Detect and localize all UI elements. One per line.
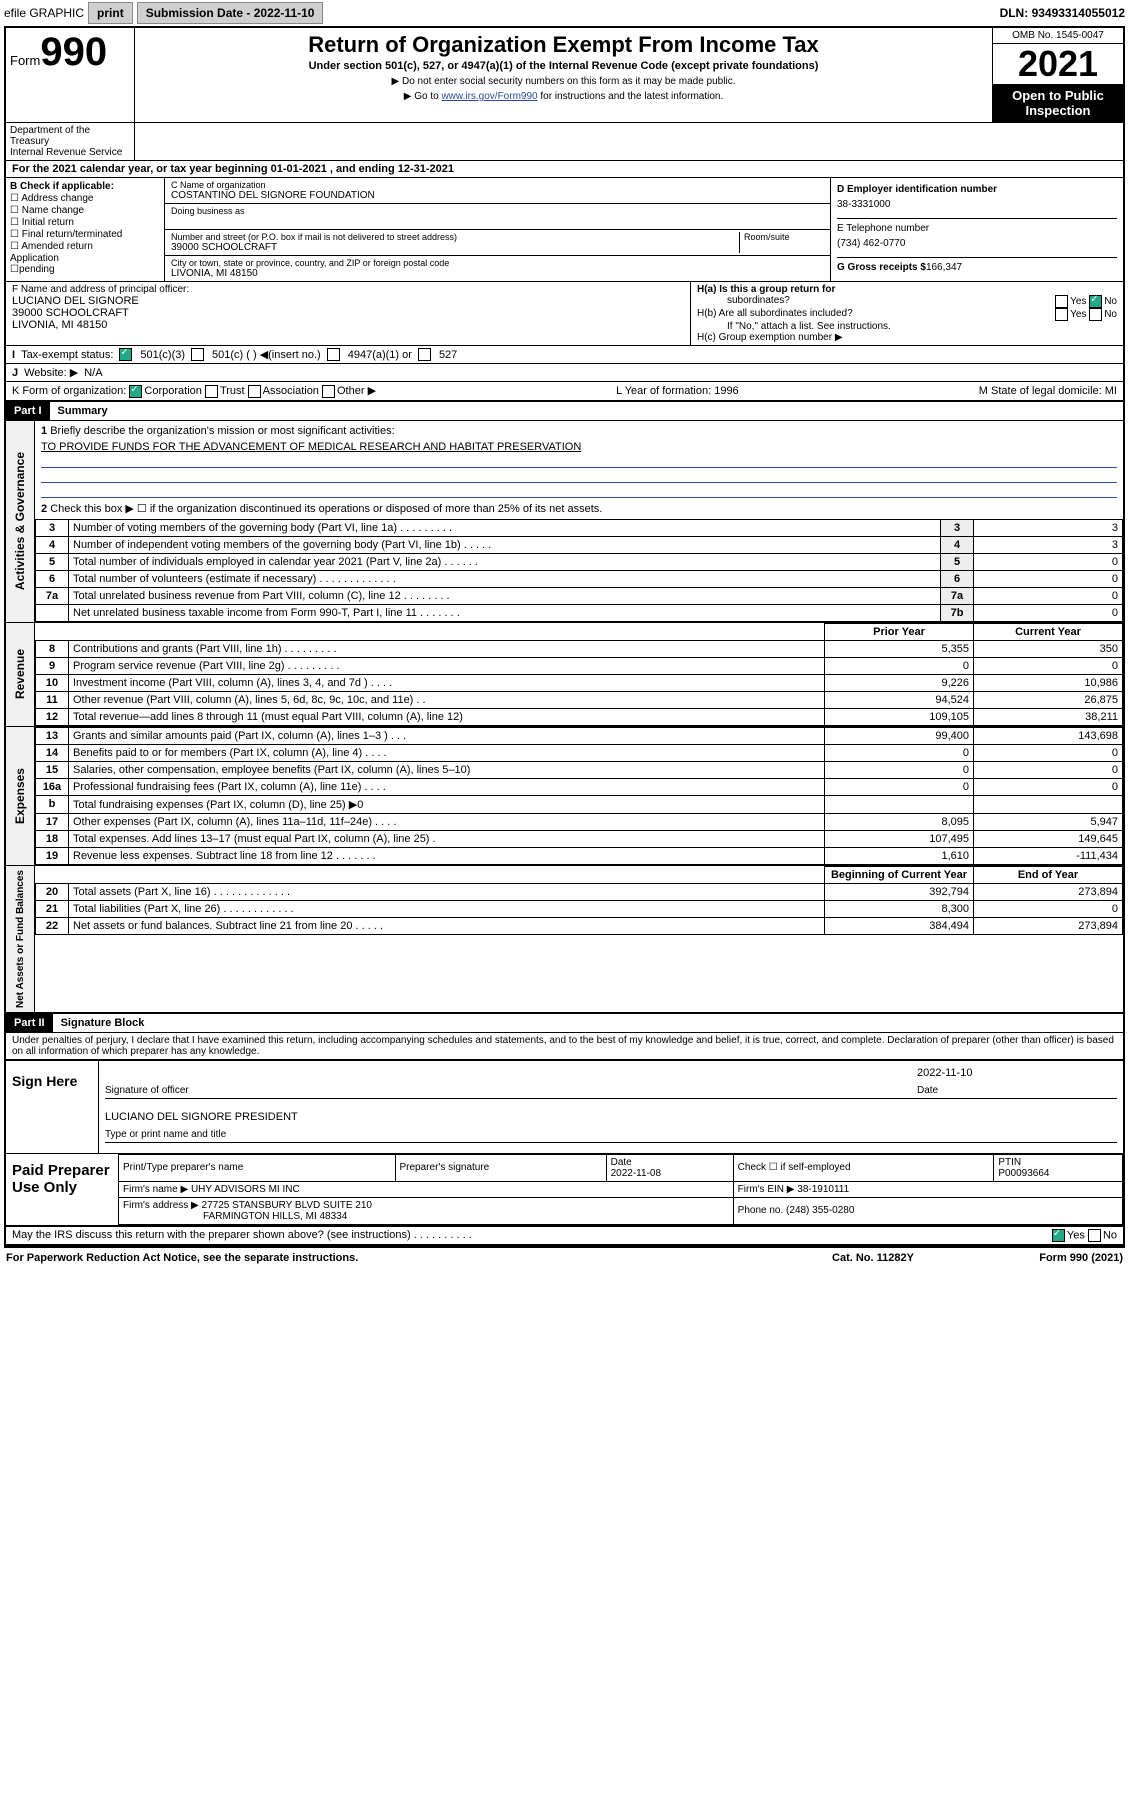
box-b: B Check if applicable: ☐ Address change … xyxy=(6,178,165,281)
501c3-checkbox[interactable] xyxy=(119,348,132,361)
revenue-table: Prior YearCurrent Year8Contributions and… xyxy=(35,623,1123,726)
hb-no-checkbox[interactable] xyxy=(1089,308,1102,321)
net-assets-section: Net Assets or Fund Balances Beginning of… xyxy=(6,866,1123,1013)
instructions-link[interactable]: www.irs.gov/Form990 xyxy=(441,91,537,102)
footer: For Paperwork Reduction Act Notice, see … xyxy=(0,1248,1129,1268)
discuss-row: May the IRS discuss this return with the… xyxy=(6,1227,1123,1246)
print-button[interactable]: print xyxy=(88,2,133,24)
form-number-box: Form990 xyxy=(6,28,135,122)
year-box: OMB No. 1545-0047 2021 Open to Public In… xyxy=(992,28,1123,122)
sign-here-block: Sign Here 2022-11-10 Signature of office… xyxy=(6,1059,1123,1154)
penalty-statement: Under penalties of perjury, I declare th… xyxy=(6,1033,1123,1059)
box-i: ITax-exempt status: 501(c)(3) 501(c) ( )… xyxy=(6,346,1123,364)
period-row: For the 2021 calendar year, or tax year … xyxy=(6,161,1123,178)
part-i-header: Part I Summary xyxy=(6,401,1123,421)
discuss-yes-checkbox[interactable] xyxy=(1052,1229,1065,1242)
top-toolbar: efile GRAPHIC print Submission Date - 20… xyxy=(0,0,1129,26)
expenses-table: 13Grants and similar amounts paid (Part … xyxy=(35,727,1123,865)
ha-yes-checkbox[interactable] xyxy=(1055,295,1068,308)
box-j: JWebsite: ▶N/A xyxy=(6,364,1123,382)
submission-date: Submission Date - 2022-11-10 xyxy=(137,2,324,24)
box-c: C Name of organizationCOSTANTINO DEL SIG… xyxy=(165,178,831,281)
box-f: F Name and address of principal officer:… xyxy=(6,282,691,345)
governance-section: Activities & Governance 1 Briefly descri… xyxy=(6,421,1123,623)
efile-label: efile GRAPHIC xyxy=(4,6,84,20)
dln: DLN: 93493314055012 xyxy=(1000,6,1125,20)
hb-yes-checkbox[interactable] xyxy=(1055,308,1068,321)
discuss-no-checkbox[interactable] xyxy=(1088,1229,1101,1242)
governance-table: 3Number of voting members of the governi… xyxy=(35,519,1123,622)
expenses-section: Expenses 13Grants and similar amounts pa… xyxy=(6,727,1123,866)
box-k-l-m: K Form of organization: Corporation Trus… xyxy=(6,382,1123,401)
form-title: Return of Organization Exempt From Incom… xyxy=(139,32,988,58)
revenue-section: Revenue Prior YearCurrent Year8Contribut… xyxy=(6,623,1123,727)
dept-label: Department of the Treasury Internal Reve… xyxy=(6,123,135,160)
part-ii-header: Part II Signature Block xyxy=(6,1013,1123,1033)
box-d-e-g: D Employer identification number38-33310… xyxy=(831,178,1123,281)
box-h: H(a) Is this a group return for subordin… xyxy=(691,282,1123,345)
form-container: Form990 Return of Organization Exempt Fr… xyxy=(4,26,1125,1248)
net-assets-table: Beginning of Current YearEnd of Year20To… xyxy=(35,866,1123,935)
ha-no-checkbox[interactable] xyxy=(1089,295,1102,308)
form-title-box: Return of Organization Exempt From Incom… xyxy=(135,28,992,122)
paid-preparer-block: Paid Preparer Use Only Print/Type prepar… xyxy=(6,1154,1123,1227)
